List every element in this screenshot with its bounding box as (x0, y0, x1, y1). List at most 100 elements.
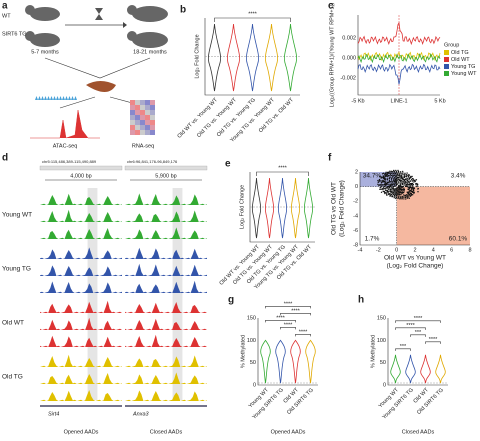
scatter-point (394, 195, 396, 198)
scatter-point (410, 192, 412, 194)
atac-bar (74, 96, 77, 100)
scatter-point (399, 174, 401, 177)
scatter-point (382, 176, 384, 179)
scatter-point (399, 198, 401, 200)
scatter-point (407, 193, 409, 195)
scatter-point (406, 174, 408, 176)
heatmap-cell (130, 120, 135, 125)
scatter-point (412, 183, 414, 186)
scatter-point (389, 180, 391, 183)
scatter-point (387, 171, 390, 173)
heatmap-cell (130, 125, 135, 130)
y-tick-label: 0.000 (342, 55, 356, 61)
signal-track (40, 193, 122, 205)
legend-label: Young TG (451, 64, 475, 70)
x-tick-label: LINE-1 (390, 98, 407, 104)
scatter-point (385, 189, 387, 192)
scatter-point (393, 182, 395, 185)
y-tick-label: -0.002 (340, 75, 356, 81)
scatter-point (388, 175, 390, 177)
locus-label: chr6:96,841,176-96,849,176 (127, 159, 178, 164)
panel-letter: b (180, 5, 186, 16)
scatter-point (403, 198, 405, 200)
scatter-point (400, 187, 402, 189)
scatter-point (382, 188, 384, 191)
scatter-point (388, 190, 390, 193)
group-label: Young TG (2, 266, 31, 273)
legend-swatch (444, 64, 449, 69)
signal-track (40, 354, 122, 367)
scatter-point (400, 182, 402, 184)
scatter-point (402, 177, 404, 179)
gene-label: Sirt4 (48, 411, 59, 417)
x-tick-label: -2 (376, 247, 381, 253)
scatter-point (408, 194, 410, 196)
sig-bracket (425, 341, 441, 344)
axis (204, 18, 300, 96)
scatter-point (391, 196, 393, 198)
x-tick-label: 0 (395, 247, 398, 253)
scatter-point (389, 195, 391, 197)
scatter-point (403, 184, 405, 186)
scatter-point (386, 190, 389, 193)
sig-bracket (280, 313, 311, 316)
scatter-point (399, 188, 401, 191)
scatter-point (391, 183, 394, 185)
scatter-point (408, 179, 410, 181)
heatmap-cell (140, 130, 145, 135)
violin (275, 339, 286, 384)
scatter-point (386, 181, 389, 184)
scatter-point (398, 179, 400, 182)
scatter-point (398, 196, 400, 198)
sig-bracket (395, 320, 441, 323)
scatter-point (396, 175, 398, 177)
scatter-point (397, 169, 399, 172)
y-tick-label: 0 (355, 184, 358, 190)
sig-label: *** (415, 330, 422, 336)
scatter-point (378, 178, 381, 181)
scatter-point (390, 182, 392, 184)
scatter-point (403, 187, 405, 189)
sig-label: **** (284, 322, 293, 328)
scatter-point (390, 180, 393, 182)
signal-track (125, 263, 207, 276)
scatter-point (394, 188, 396, 190)
scatter-point (393, 169, 395, 172)
x-tick-label: 2 (413, 247, 416, 253)
scatter-point (411, 188, 413, 190)
scatter-point (398, 191, 401, 194)
x-tick-label: -5 Kb (351, 98, 364, 104)
violin (208, 23, 221, 92)
label: SIRT6 TG (2, 31, 27, 37)
scatter-point (380, 188, 382, 190)
sig-bracket (256, 171, 309, 176)
heatmap-cell (140, 125, 145, 130)
scale-label: 5,900 bp (155, 173, 176, 179)
scatter-point (404, 195, 407, 197)
scatter-point (395, 175, 397, 178)
scatter-point (384, 185, 386, 188)
scatter-point (389, 171, 391, 173)
scatter-point (398, 193, 401, 195)
heatmap-cell (135, 100, 140, 105)
scatter-point (392, 193, 395, 196)
y-tick-label: 0 (253, 382, 256, 388)
scatter-point (412, 189, 415, 191)
scatter-point (385, 171, 387, 173)
scatter-point (390, 192, 392, 194)
sig-label: **** (429, 337, 438, 343)
scatter-point (396, 190, 398, 192)
scatter-point (389, 190, 392, 193)
label: WT (2, 13, 11, 19)
scatter-point (382, 186, 385, 188)
scatter-point (377, 179, 379, 182)
sig-label: **** (299, 329, 308, 335)
scatter-point (391, 187, 393, 190)
scatter-point (411, 185, 414, 187)
heatmap-cell (135, 110, 140, 115)
scatter-point (378, 184, 380, 187)
gene-label: Anxa3 (132, 411, 150, 417)
scatter-point (410, 179, 413, 181)
x-tick-label: 6 (450, 247, 453, 253)
scatter-point (390, 172, 392, 174)
